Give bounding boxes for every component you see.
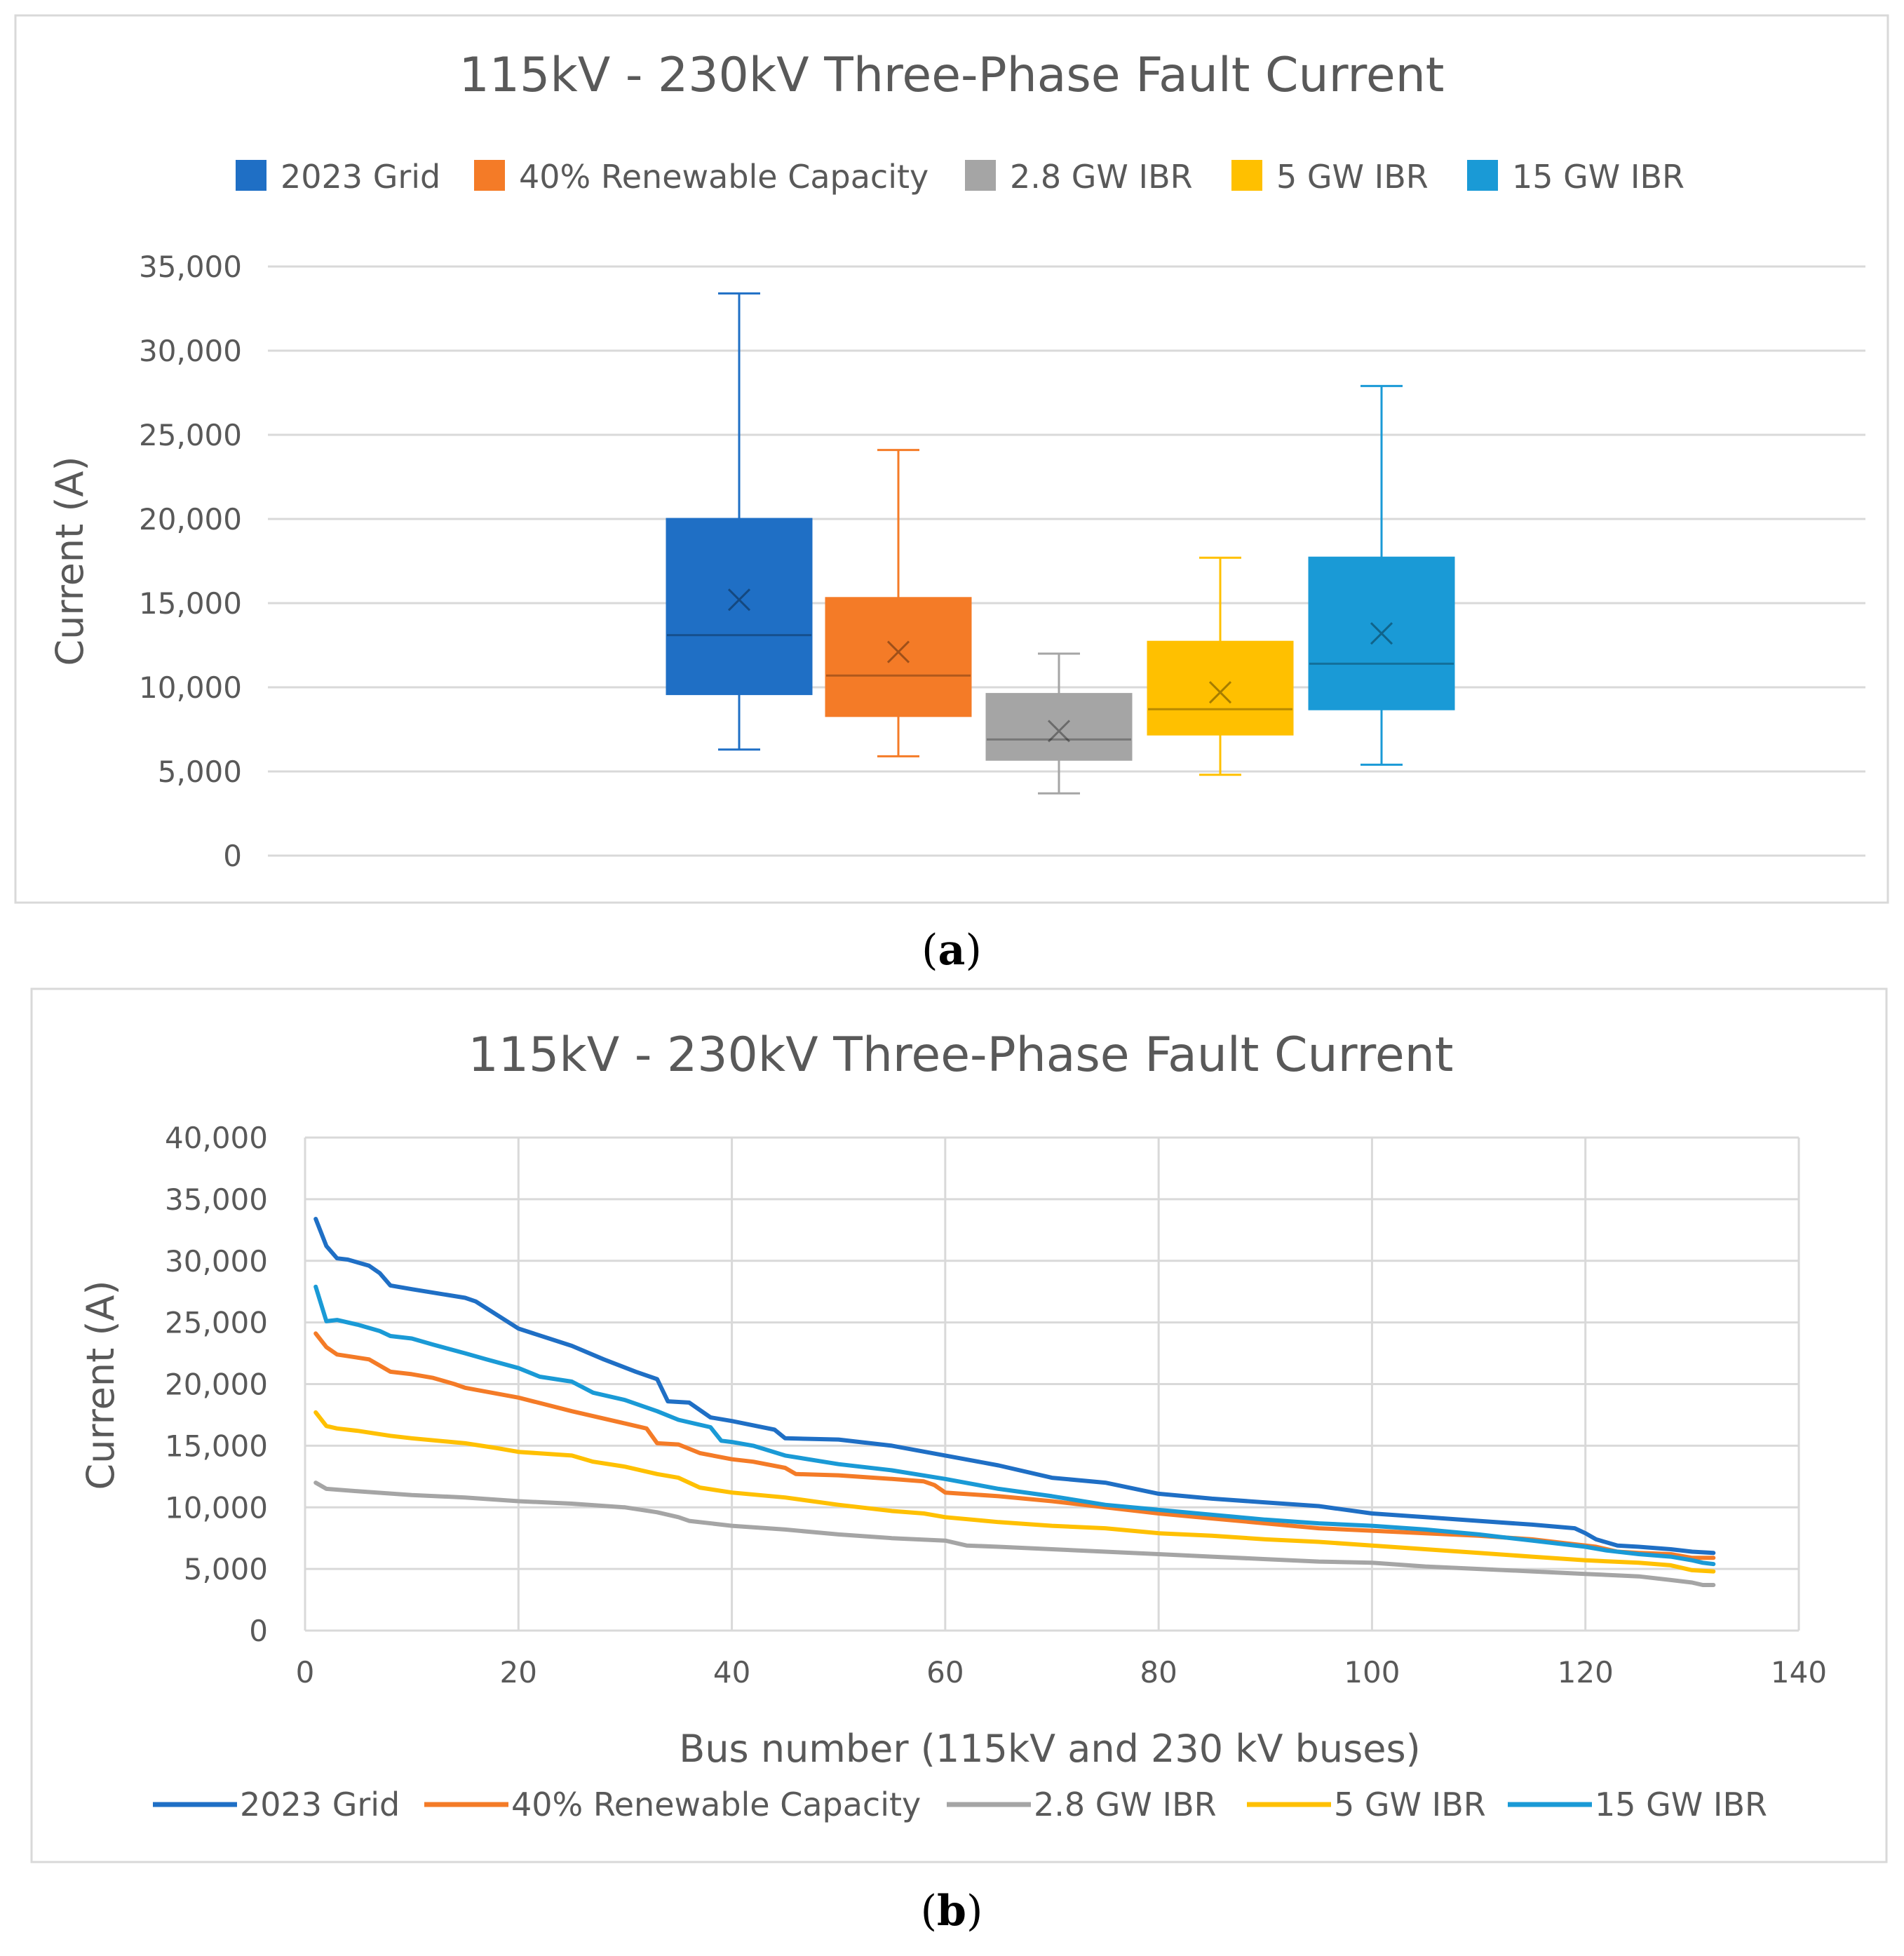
panel-b-y-tick-label: 15,000 [165, 1429, 268, 1463]
panel-b-line-15-gw-ibr [313, 1284, 1716, 1567]
panel-b-x-tick-label: 40 [713, 1655, 750, 1689]
panel-a-y-tick-labels: 0 5,000 10,000 15,000 20,000 25,000 30,000 35,0… [139, 250, 242, 873]
panel-b-x-tick-label: 80 [1140, 1655, 1177, 1689]
panel-b-y-tick-label: 30,000 [165, 1244, 268, 1279]
panel-b-y-tick-label: 5,000 [184, 1552, 268, 1586]
panel-b-gridlines [304, 1136, 1800, 1632]
panel-b-legend-item-40-renewable: 40% Renewable Capacity [424, 1786, 921, 1823]
panel-b-caption-letter: b [937, 1887, 966, 1936]
panel-b: 115kV - 230kV Three-Phase Fault Current … [30, 987, 1888, 1863]
panel-a-box-2-8-gw-ibr [985, 652, 1133, 795]
panel-a-y-tick-label: 25,000 [139, 418, 242, 452]
panel-a-legend-swatch-2-8-gw-ibr [965, 160, 996, 191]
panel-a-legend: 2023 Grid 40% Renewable Capacity 2.8 GW … [236, 158, 1684, 196]
panel-a-mean-marker [1047, 720, 1071, 743]
panel-a-legend-swatch-2023-grid [236, 160, 266, 191]
panel-b-line-2023-grid [313, 1217, 1716, 1556]
panel-a-box-2023-grid [666, 292, 813, 751]
panel-a-y-tick-label: 30,000 [139, 334, 242, 368]
panel-b-legend-item-15-gw-ibr: 15 GW IBR [1508, 1786, 1767, 1823]
panel-a-box-iqr [1308, 556, 1455, 710]
panel-b-y-tick-label: 35,000 [165, 1182, 268, 1217]
panel-a-box-iqr [1147, 640, 1294, 736]
panel-b-y-tick-label: 10,000 [165, 1490, 268, 1525]
panel-b-caption: (b) [921, 1887, 983, 1936]
panel-a-legend-label-2-8-gw-ibr: 2.8 GW IBR [1010, 158, 1193, 196]
panel-b-x-tick-label: 20 [500, 1655, 537, 1689]
panel-a-legend-label-2023-grid: 2023 Grid [281, 158, 440, 196]
panel-b-x-tick-label: 60 [926, 1655, 964, 1689]
panel-b-legend-label-15-gw-ibr: 15 GW IBR [1595, 1786, 1767, 1823]
panel-a-y-tick-label: 5,000 [158, 755, 242, 789]
panel-a-legend-item-2023-grid: 2023 Grid [236, 158, 440, 196]
panel-b-legend-label-2023-grid: 2023 Grid [240, 1786, 400, 1823]
panel-b-y-tick-label: 20,000 [165, 1368, 268, 1402]
panel-a-box-15-gw-ibr [1308, 384, 1455, 766]
panel-a-gridlines [268, 265, 1865, 857]
panel-a-y-tick-label: 15,000 [139, 586, 242, 621]
panel-b-legend-item-2023-grid: 2023 Grid [153, 1786, 400, 1823]
panel-a-y-axis-title: Current (A) [48, 456, 92, 666]
panel-a-mean-marker [1370, 622, 1393, 645]
panel-b-x-tick-label: 140 [1771, 1655, 1827, 1689]
panel-a-legend-label-5-gw-ibr: 5 GW IBR [1276, 158, 1429, 196]
panel-a-y-tick-label: 20,000 [139, 502, 242, 537]
panel-b-series-lines [313, 1217, 1716, 1587]
panel-a-legend-item-40-renewable: 40% Renewable Capacity [474, 158, 929, 196]
panel-a-box-iqr [985, 693, 1133, 761]
panel-a: 115kV - 230kV Three-Phase Fault Current … [14, 14, 1889, 904]
panel-a-legend-label-15-gw-ibr: 15 GW IBR [1512, 158, 1684, 196]
panel-b-legend-label-2-8-gw-ibr: 2.8 GW IBR [1034, 1786, 1217, 1823]
panel-a-mean-marker [1208, 681, 1232, 704]
panel-a-caption: (a) [921, 926, 982, 975]
panel-a-legend-swatch-5-gw-ibr [1231, 160, 1262, 191]
panel-b-x-tick-label: 0 [296, 1655, 315, 1689]
panel-a-legend-swatch-40-renewable [474, 160, 505, 191]
panel-a-title: 115kV - 230kV Three-Phase Fault Current [459, 48, 1445, 103]
panel-a-box-5-gw-ibr [1147, 556, 1294, 776]
panel-a-legend-item-5-gw-ibr: 5 GW IBR [1231, 158, 1429, 196]
panel-a-mean-marker [886, 640, 910, 663]
panel-b-y-tick-label: 0 [249, 1614, 268, 1648]
panel-b-y-tick-labels: 0 5,000 10,000 15,000 20,000 25,000 30,000 35,0… [165, 1121, 268, 1648]
panel-b-legend-item-5-gw-ibr: 5 GW IBR [1247, 1786, 1486, 1823]
panel-a-legend-item-15-gw-ibr: 15 GW IBR [1467, 158, 1684, 196]
panel-b-legend-label-5-gw-ibr: 5 GW IBR [1334, 1786, 1486, 1823]
panel-a-y-tick-label: 10,000 [139, 670, 242, 705]
panel-b-y-tick-label: 40,000 [165, 1121, 268, 1155]
panel-b-x-tick-label: 120 [1558, 1655, 1614, 1689]
panel-a-legend-label-40-renewable: 40% Renewable Capacity [519, 158, 929, 196]
panel-b-legend-item-2-8-gw-ibr: 2.8 GW IBR [947, 1786, 1217, 1823]
panel-b-y-tick-label: 25,000 [165, 1306, 268, 1340]
panel-a-boxes [666, 292, 1455, 795]
panel-b-line-2-8-gw-ibr [313, 1481, 1716, 1587]
panel-a-box-iqr [825, 597, 972, 717]
panel-b-x-axis-title: Bus number (115kV and 230 kV buses) [679, 1727, 1420, 1771]
panel-a-y-tick-label: 35,000 [139, 250, 242, 284]
panel-a-y-tick-label: 0 [223, 839, 242, 873]
panel-a-legend-swatch-15-gw-ibr [1467, 160, 1498, 191]
panel-b-legend: 2023 Grid 40% Renewable Capacity 2.8 GW … [153, 1786, 1767, 1823]
panel-b-legend-label-40-renewable: 40% Renewable Capacity [511, 1786, 921, 1823]
panel-a-frame [14, 14, 1889, 904]
panel-a-box-iqr [666, 518, 813, 696]
panel-b-title: 115kV - 230kV Three-Phase Fault Current [468, 1027, 1454, 1083]
panel-b-line-5-gw-ibr [313, 1410, 1716, 1574]
panel-b-x-tick-labels: 0 20 40 60 80 100 120 140 [296, 1655, 1827, 1689]
panel-a-legend-item-2-8-gw-ibr: 2.8 GW IBR [965, 158, 1193, 196]
panel-b-y-axis-title: Current (A) [79, 1280, 123, 1490]
panel-b-x-tick-label: 100 [1344, 1655, 1400, 1689]
panel-a-mean-marker [727, 588, 751, 612]
panel-b-frame [30, 987, 1888, 1863]
panel-a-box-40-renewable-capacity [825, 449, 972, 757]
panel-a-caption-letter: a [938, 926, 966, 975]
